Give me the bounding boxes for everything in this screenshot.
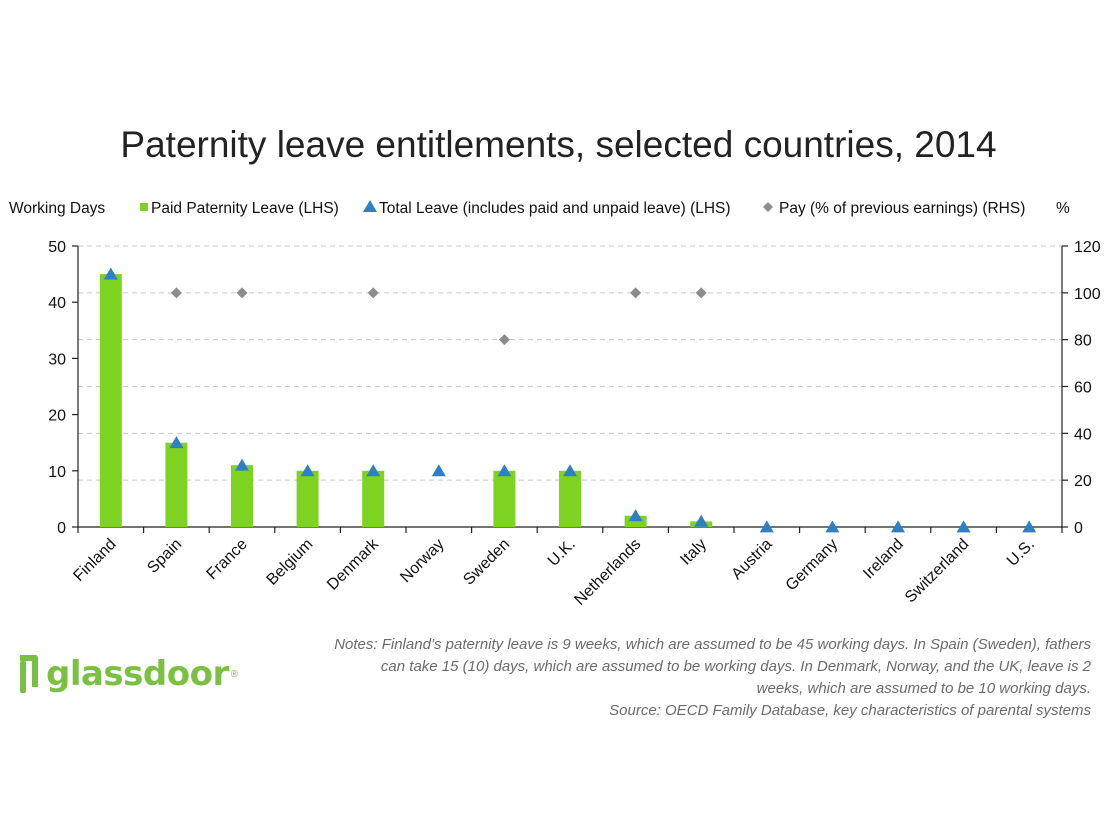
triangle-marker-belgium (300, 464, 315, 477)
bar-uk (559, 470, 581, 527)
triangle-marker-austria (759, 520, 774, 533)
diamond-marker-sweden (498, 334, 510, 346)
y-left-tick-label: 20 (48, 408, 66, 425)
x-tick-label: Italy (677, 536, 710, 569)
right-axis-label: % (1056, 200, 1070, 217)
x-tick-label: Finland (70, 536, 119, 585)
x-tick-label: Netherlands (571, 536, 644, 609)
triangle-marker-us (1022, 520, 1037, 533)
y-right-tick-label: 20 (1074, 473, 1092, 490)
triangle-series (103, 267, 1037, 533)
legend-bar-swatch (140, 203, 148, 211)
diamond-marker-netherlands (630, 287, 642, 299)
y-right-tick-label: 60 (1074, 380, 1092, 397)
triangle-marker-france (235, 458, 249, 471)
glassdoor-logo-icon (20, 655, 40, 693)
grid-lines (78, 245, 1062, 481)
legend-bar-label: Paid Paternity Leave (LHS) (151, 200, 339, 217)
bar-finland (99, 274, 122, 527)
triangle-marker-finland (103, 267, 118, 280)
x-tick-label: U.K. (545, 536, 579, 570)
legend: Working Days Paid Paternity Leave (LHS) To… (9, 200, 1070, 217)
bar-netherlands (624, 515, 647, 527)
diamond-marker-italy (695, 287, 707, 299)
y-right-tick-label: 80 (1074, 333, 1092, 350)
diamond-marker-denmark (367, 287, 379, 299)
chart-title: Paternity leave entitlements, selected c… (120, 124, 997, 165)
bar-spain (165, 442, 188, 527)
legend-diamond-label: Pay (% of previous earnings) (RHS) (779, 200, 1025, 217)
triangle-marker-netherlands (628, 509, 643, 522)
y-left-tick-label: 0 (57, 520, 66, 537)
left-axis-label: Working Days (9, 200, 105, 217)
y-left-tick-label: 40 (48, 295, 66, 312)
y-left-tick-label: 50 (48, 239, 66, 256)
x-tick-label: Switzerland (902, 536, 973, 607)
triangle-marker-spain (169, 436, 184, 449)
bar-denmark (362, 470, 385, 527)
y-right-tick-label: 40 (1074, 426, 1092, 443)
logo-text: glassdoor (46, 654, 229, 694)
y-right-tick-label: 100 (1074, 286, 1101, 303)
x-tick-label: Sweden (460, 536, 513, 589)
glassdoor-logo: glassdoor ® (20, 652, 238, 696)
x-tick-label: Austria (728, 536, 775, 583)
x-tick-label: Belgium (264, 536, 317, 589)
triangle-marker-ireland (891, 520, 905, 533)
x-tick-label: Ireland (860, 536, 907, 583)
y-left-tick-label: 30 (48, 351, 66, 368)
triangle-marker-switzerland (956, 520, 971, 533)
legend-triangle-swatch (363, 200, 377, 212)
y-left-tick-label: 10 (48, 464, 66, 481)
x-tick-label: U.S. (1004, 536, 1038, 570)
chart-notes: Notes: Finland’s paternity leave is 9 we… (334, 636, 1091, 697)
legend-triangle-label: Total Leave (includes paid and unpaid le… (379, 200, 731, 217)
logo-registered-mark: ® (230, 668, 239, 680)
triangle-marker-uk (563, 464, 577, 477)
bar-belgium (296, 470, 319, 527)
diamond-marker-france (236, 287, 248, 299)
bar-france (231, 465, 253, 527)
x-axis-labels: Finland Spain France Belgium Denmark Norway Sw… (70, 535, 1038, 609)
x-tick-label: Germany (783, 536, 842, 595)
diamond-series (170, 287, 707, 346)
y-right-tick-label: 0 (1074, 520, 1083, 537)
triangle-marker-norway (431, 464, 446, 477)
legend-diamond-swatch (763, 202, 773, 212)
triangle-marker-sweden (497, 464, 512, 477)
chart-source: Source: OECD Family Database, key charac… (609, 702, 1091, 719)
bar-series (99, 274, 713, 527)
y-right-tick-label: 120 (1074, 239, 1101, 256)
triangle-marker-denmark (366, 464, 381, 477)
x-tick-label: Norway (397, 536, 447, 586)
x-tick-label: Denmark (324, 535, 383, 594)
triangle-marker-italy (694, 514, 709, 527)
bar-sweden (493, 470, 516, 527)
triangle-marker-germany (825, 520, 840, 533)
x-tick-label: Spain (144, 536, 185, 577)
diamond-marker-spain (170, 287, 182, 299)
x-tick-label: France (204, 536, 251, 583)
